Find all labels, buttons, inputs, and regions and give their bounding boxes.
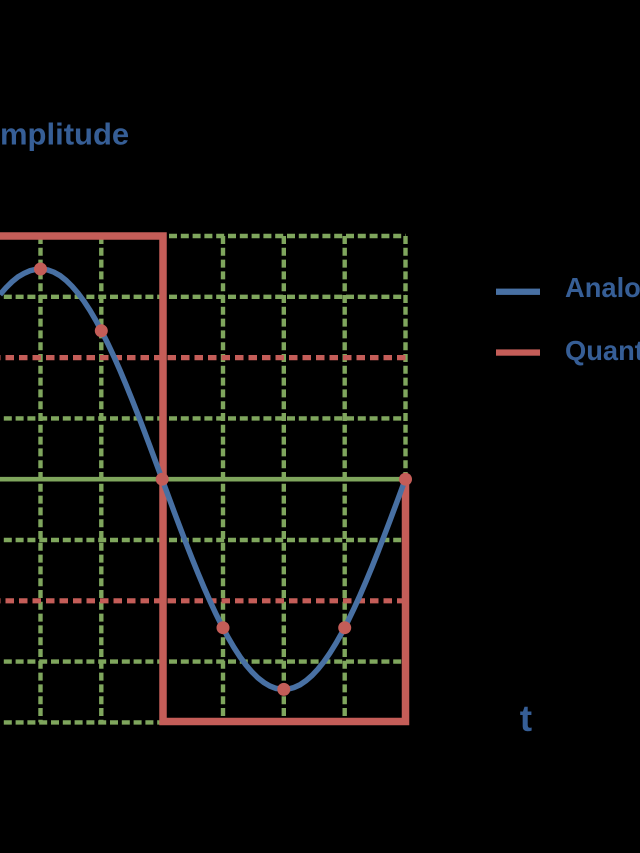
svg-text:Quantized signal: Quantized signal bbox=[565, 335, 640, 366]
svg-text:Analog signal: Analog signal bbox=[565, 272, 640, 303]
svg-text:Amplitude: Amplitude bbox=[0, 117, 129, 152]
svg-text:t: t bbox=[520, 698, 532, 739]
